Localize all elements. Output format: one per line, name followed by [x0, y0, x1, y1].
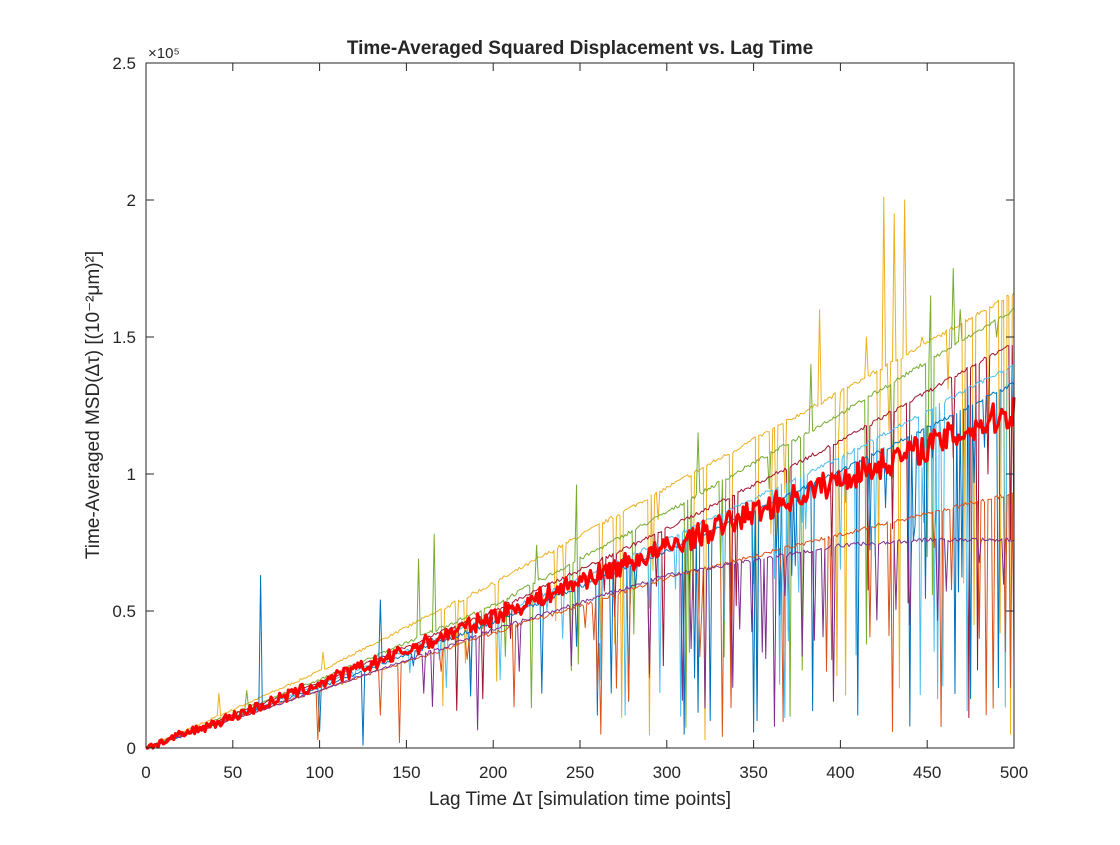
x-axis-label: Lag Time Δτ [simulation time points]: [429, 789, 731, 810]
y-tick-label: 0: [127, 739, 136, 758]
x-tick-label: 200: [479, 763, 507, 782]
x-tick-label: 100: [305, 763, 333, 782]
x-tick-label: 150: [392, 763, 420, 782]
y-tick-label: 1.5: [112, 328, 136, 347]
x-tick-label: 50: [223, 763, 242, 782]
y-tick-label: 2: [127, 191, 136, 210]
x-tick-label: 450: [913, 763, 941, 782]
x-axis: 0 50 100 150 200 250 300 350 400 450 500: [141, 63, 1028, 782]
y-multiplier: ×10⁵: [148, 45, 180, 62]
x-tick-label: 500: [1000, 763, 1028, 782]
x-tick-label: 400: [826, 763, 854, 782]
plot-area: [146, 63, 1014, 748]
x-tick-label: 250: [566, 763, 594, 782]
series-line: [145, 537, 1015, 749]
y-axis: 0 0.5 1 1.5 2 2.5: [112, 54, 1014, 758]
chart-title: Time-Averaged Squared Displacement vs. L…: [347, 38, 813, 59]
y-axis-label: Time-Averaged MSD(Δτ) [(10⁻²μm)²]: [83, 251, 104, 559]
x-tick-label: 350: [739, 763, 767, 782]
series-layer: [145, 196, 1016, 750]
series-line-mean: [146, 397, 1016, 750]
y-tick-label: 0.5: [112, 602, 136, 621]
x-tick-label: 300: [653, 763, 681, 782]
x-tick-label: 0: [141, 763, 150, 782]
series-line: [145, 196, 1015, 749]
y-tick-label: 2.5: [112, 54, 136, 73]
y-tick-label: 1: [127, 465, 136, 484]
